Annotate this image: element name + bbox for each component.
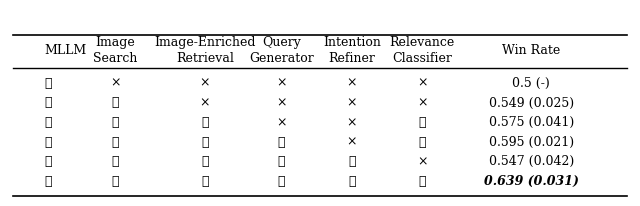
Text: ✓: ✓ xyxy=(201,116,209,129)
Text: ✓: ✓ xyxy=(111,116,119,129)
Text: ✓: ✓ xyxy=(45,155,52,168)
Text: ✓: ✓ xyxy=(111,96,119,110)
Text: 0.595 (0.021): 0.595 (0.021) xyxy=(488,136,574,149)
Text: ×: × xyxy=(347,136,357,149)
Text: Win Rate: Win Rate xyxy=(502,44,561,57)
Text: ✓: ✓ xyxy=(348,155,356,168)
Text: 0.575 (0.041): 0.575 (0.041) xyxy=(488,116,574,129)
Text: ×: × xyxy=(110,77,120,90)
Text: ×: × xyxy=(276,116,287,129)
Text: 0.5 (-): 0.5 (-) xyxy=(513,77,550,90)
Text: ×: × xyxy=(276,96,287,110)
Text: ✓: ✓ xyxy=(45,116,52,129)
Text: ×: × xyxy=(200,96,210,110)
Text: ✓: ✓ xyxy=(278,155,285,168)
Text: ×: × xyxy=(417,155,428,168)
Text: ✓: ✓ xyxy=(419,116,426,129)
Text: ✓: ✓ xyxy=(201,136,209,149)
Text: ×: × xyxy=(347,96,357,110)
Text: ✓: ✓ xyxy=(278,136,285,149)
Text: Image
Search: Image Search xyxy=(93,36,138,65)
Text: ✓: ✓ xyxy=(45,77,52,90)
Text: Intention
Refiner: Intention Refiner xyxy=(323,36,381,65)
Text: ✓: ✓ xyxy=(419,136,426,149)
Text: ×: × xyxy=(347,116,357,129)
Text: ×: × xyxy=(200,77,210,90)
Text: 0.549 (0.025): 0.549 (0.025) xyxy=(488,96,574,110)
Text: ×: × xyxy=(417,96,428,110)
Text: ✓: ✓ xyxy=(45,136,52,149)
Text: ×: × xyxy=(276,77,287,90)
Text: ✓: ✓ xyxy=(111,175,119,188)
Text: MLLM: MLLM xyxy=(45,44,87,57)
Text: ✓: ✓ xyxy=(201,175,209,188)
Text: ×: × xyxy=(417,77,428,90)
Text: ✓: ✓ xyxy=(201,155,209,168)
Text: ✓: ✓ xyxy=(419,175,426,188)
Text: ✓: ✓ xyxy=(111,155,119,168)
Text: 0.547 (0.042): 0.547 (0.042) xyxy=(488,155,574,168)
Text: ✓: ✓ xyxy=(348,175,356,188)
Text: Image-Enriched
Retrieval: Image-Enriched Retrieval xyxy=(154,36,255,65)
Text: Relevance
Classifier: Relevance Classifier xyxy=(390,36,455,65)
Text: ×: × xyxy=(347,77,357,90)
Text: 0.639 (0.031): 0.639 (0.031) xyxy=(484,175,579,188)
Text: ✓: ✓ xyxy=(278,175,285,188)
Text: ✓: ✓ xyxy=(45,96,52,110)
Text: Query
Generator: Query Generator xyxy=(249,36,314,65)
Text: ✓: ✓ xyxy=(45,175,52,188)
Text: ✓: ✓ xyxy=(111,136,119,149)
